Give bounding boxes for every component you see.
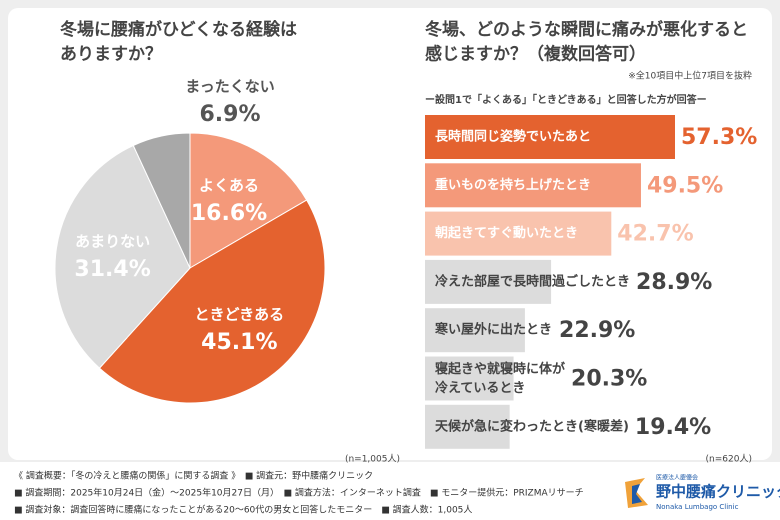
bar-value: 42.7% — [617, 222, 693, 247]
bar-sample: (n=620人) — [706, 454, 752, 465]
bar-label: 朝起きてすぐ動いたとき — [435, 225, 578, 241]
slice-label: ときどきある — [195, 305, 285, 323]
pie-slice — [98, 199, 326, 404]
bar-value: 49.5% — [647, 173, 723, 198]
bar-note: ※全10項目中上位7項目を抜粋 — [628, 70, 752, 82]
bar-label: 長時間同じ姿勢でいたあと — [435, 129, 591, 145]
bar-label: 天候が急に変わったとき(寒暖差) — [435, 418, 629, 434]
bar — [425, 163, 641, 208]
bar-subtitle: ー設問1で「よくある」「ときどきある」と回答した方が回答ー — [425, 93, 707, 106]
footer-line: ■ 調査期間：2025年10月24日（金）～2025年10月27日（月） ■ 調… — [14, 487, 584, 499]
bar-value: 19.4% — [635, 415, 711, 440]
slice-label: まったくない — [185, 78, 274, 96]
bar-value: 57.3% — [681, 125, 757, 150]
pie-slice — [132, 132, 191, 269]
logo-mark — [632, 484, 642, 504]
bar-value: 28.9% — [636, 270, 712, 295]
pie-title: 冬場に腰痛がひどくなる経験はありますか？ — [60, 19, 297, 65]
slice-value: 31.4% — [74, 257, 150, 282]
bar-label: 寒い屋外に出たとき — [434, 322, 552, 338]
bar — [425, 259, 552, 304]
slice-value: 45.1% — [201, 330, 277, 355]
logo-org: 医療法人慶優会 — [656, 474, 698, 482]
footer-line: 《 調査概要：「冬の冷えと腰痛の関係」に関する調査 》 ■ 調査元：野中腰痛クリ… — [14, 470, 373, 482]
slice-value: 16.6% — [191, 201, 267, 226]
pie-sample: (n=1,005人) — [345, 454, 400, 465]
logo-en: Nonaka Lumbago Clinic — [656, 503, 739, 511]
bar — [425, 356, 514, 401]
bar-label: 重いものを持ち上げたとき — [435, 177, 591, 193]
bar — [425, 404, 510, 449]
slice-label: あまりない — [75, 233, 150, 251]
slice-value: 6.9% — [199, 102, 260, 127]
pie-slice — [189, 132, 308, 269]
bar-title: 冬場、どのような瞬間に痛みが悪化すると感じますか？（複数回答可） — [425, 19, 748, 65]
bar-value: 22.9% — [559, 318, 635, 343]
bar — [425, 115, 675, 159]
footer-panel — [0, 462, 780, 520]
logo-name: 野中腰痛クリニック — [656, 483, 780, 501]
pie-slice — [54, 144, 191, 369]
bar-label: 冷えた部屋で長時間過ごしたとき — [435, 273, 630, 289]
logo: 医療法人慶優会 野中腰痛クリニック Nonaka Lumbago Clinic — [625, 474, 780, 511]
bar — [425, 211, 612, 256]
logo-mark — [625, 478, 648, 508]
bar-value: 20.3% — [571, 367, 647, 392]
slice-label: よくある — [199, 177, 259, 195]
footer-line: ■ 調査対象：調査回答時に腰痛になったことがある20～60代の男女と回答したモニ… — [14, 504, 472, 516]
bar-label: 寝起きや就寝時に体が冷えているとき — [435, 361, 565, 396]
bar — [425, 308, 525, 353]
